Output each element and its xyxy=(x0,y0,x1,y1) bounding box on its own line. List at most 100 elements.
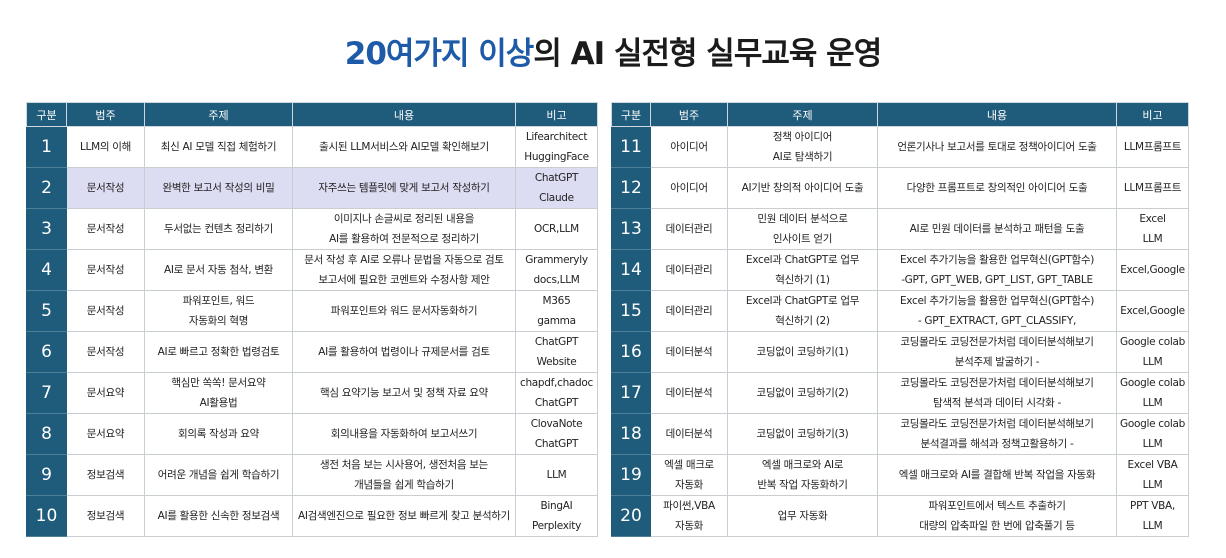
table-row: 6 문서작성 AI로 빠르고 정확한 법령검토 AI를 활용하여 법령이나 규제문서를… xyxy=(26,331,598,373)
cell-category: 문서요약 xyxy=(66,413,145,455)
cell-no: 11 xyxy=(611,126,651,168)
header-note: 비고 xyxy=(515,102,598,127)
page-title: 20여가지 이상의 AI 실전형 실무교육 운영 xyxy=(0,28,1226,73)
cell-no: 18 xyxy=(611,413,651,455)
table-row: 17 데이터분석 코딩없이 코딩하기(2) 코딩몰라도 코딩전문가처럼 데이터분석해보… xyxy=(611,372,1189,414)
header-topic: 주제 xyxy=(144,102,293,127)
cell-no: 16 xyxy=(611,331,651,373)
table-row: 1 LLM의 이해 최신 AI 모델 직접 체험하기 출시된 LLM서비스와 AI모델… xyxy=(26,126,598,168)
cell-content: 핵심 요약기능 보고서 및 정책 자료 요약 xyxy=(292,372,516,414)
table-row: 20 파이썬,VBA 자동화 업무 자동화 파워포인트에서 텍스트 추출하기 대량의 … xyxy=(611,495,1189,537)
cell-no: 6 xyxy=(26,331,67,373)
cell-category: 데이터분석 xyxy=(650,413,728,455)
cell-topic: 코딩없이 코딩하기(2) xyxy=(727,372,878,414)
cell-category: 문서작성 xyxy=(66,208,145,250)
cell-category: 정보검색 xyxy=(66,454,145,496)
cell-note: Excel,Google xyxy=(1116,249,1189,291)
cell-topic: 엑셀 매크로와 AI로 반복 작업 자동화하기 xyxy=(727,454,878,496)
cell-category: 정보검색 xyxy=(66,495,145,537)
cell-note: Excel LLM xyxy=(1116,208,1189,250)
cell-category: 엑셀 매크로 자동화 xyxy=(650,454,728,496)
curriculum-table-right: 구분 범주 주제 내용 비고 11 아이디어 정책 아이디어 AI로 탐색하기 언론기… xyxy=(611,102,1189,537)
cell-no: 19 xyxy=(611,454,651,496)
table-body-right: 11 아이디어 정책 아이디어 AI로 탐색하기 언론기사나 보고서를 토대로 정책아… xyxy=(611,126,1189,537)
header-category: 범주 xyxy=(66,102,145,127)
cell-note: Excel,Google xyxy=(1116,290,1189,332)
cell-category: 문서작성 xyxy=(66,249,145,291)
cell-no: 20 xyxy=(611,495,651,537)
cell-content: 다양한 프롬프트로 창의적인 아이디어 도출 xyxy=(877,167,1117,209)
cell-category: 문서작성 xyxy=(66,167,145,209)
table-row: 5 문서작성 파워포인트, 워드 자동화의 혁명 파워포인트와 워드 문서자동화하기 M… xyxy=(26,290,598,332)
cell-content: AI를 활용하여 법령이나 규제문서를 검토 xyxy=(292,331,516,373)
cell-category: 문서작성 xyxy=(66,290,145,332)
cell-note: LLM프롬프트 xyxy=(1116,167,1189,209)
cell-note: ChatGPT Website xyxy=(515,331,598,373)
cell-content: 코딩몰라도 코딩전문가처럼 데이터분석해보기 분석주제 발굴하기 - xyxy=(877,331,1117,373)
cell-category: 데이터관리 xyxy=(650,208,728,250)
table-row: 9 정보검색 어려운 개념을 쉽게 학습하기 생전 처음 보는 시사용어, 생전처음 … xyxy=(26,454,598,496)
cell-content: 엑셀 매크로와 AI를 결합해 반복 작업을 자동화 xyxy=(877,454,1117,496)
cell-no: 14 xyxy=(611,249,651,291)
cell-note: LLM xyxy=(515,454,598,496)
cell-topic: Excel과 ChatGPT로 업무 혁신하기 (1) xyxy=(727,249,878,291)
table-row: 15 데이터관리 Excel과 ChatGPT로 업무 혁신하기 (2) Excel … xyxy=(611,290,1189,332)
cell-topic: 최신 AI 모델 직접 체험하기 xyxy=(144,126,293,168)
cell-content: 이미지나 손글씨로 정리된 내용을 AI를 활용하여 전문적으로 정리하기 xyxy=(292,208,516,250)
cell-topic: 파워포인트, 워드 자동화의 혁명 xyxy=(144,290,293,332)
cell-note: LLM프롬프트 xyxy=(1116,126,1189,168)
cell-note: Google colab LLM xyxy=(1116,331,1189,373)
cell-content: AI로 민원 데이터를 분석하고 패턴을 도출 xyxy=(877,208,1117,250)
cell-content: 파워포인트에서 텍스트 추출하기 대량의 압축파일 한 번에 압축풀기 등 xyxy=(877,495,1117,537)
table-row: 4 문서작성 AI로 문서 자동 첨삭, 변환 문서 작성 후 AI로 오류나 문법을… xyxy=(26,249,598,291)
cell-no: 9 xyxy=(26,454,67,496)
cell-note: ChatGPT Claude xyxy=(515,167,598,209)
cell-note: ClovaNote ChatGPT xyxy=(515,413,598,455)
table-row: 11 아이디어 정책 아이디어 AI로 탐색하기 언론기사나 보고서를 토대로 정책아… xyxy=(611,126,1189,168)
cell-content: 출시된 LLM서비스와 AI모델 확인해보기 xyxy=(292,126,516,168)
cell-category: 데이터관리 xyxy=(650,290,728,332)
cell-no: 4 xyxy=(26,249,67,291)
curriculum-table-left: 구분 범주 주제 내용 비고 1 LLM의 이해 최신 AI 모델 직접 체험하기 출… xyxy=(26,102,598,537)
cell-category: 파이썬,VBA 자동화 xyxy=(650,495,728,537)
cell-no: 1 xyxy=(26,126,67,168)
table-row: 3 문서작성 두서없는 컨텐츠 정리하기 이미지나 손글씨로 정리된 내용을 AI를 … xyxy=(26,208,598,250)
cell-content: 코딩몰라도 코딩전문가처럼 데이터분석해보기 분석결과를 해석과 정책고활용하기… xyxy=(877,413,1117,455)
cell-no: 8 xyxy=(26,413,67,455)
cell-content: 생전 처음 보는 시사용어, 생전처음 보는 개념들을 쉽게 학습하기 xyxy=(292,454,516,496)
cell-topic: 회의록 작성과 요약 xyxy=(144,413,293,455)
cell-topic: AI를 활용한 신속한 정보검색 xyxy=(144,495,293,537)
cell-topic: 완벽한 보고서 작성의 비밀 xyxy=(144,167,293,209)
cell-note: Google colab LLM xyxy=(1116,413,1189,455)
cell-topic: 핵심만 쏙쏙! 문서요약 AI활용법 xyxy=(144,372,293,414)
table-row: 2 문서작성 완벽한 보고서 작성의 비밀 자주쓰는 템플릿에 맞게 보고서 작성하기… xyxy=(26,167,598,209)
cell-content: 파워포인트와 워드 문서자동화하기 xyxy=(292,290,516,332)
cell-category: 데이터분석 xyxy=(650,331,728,373)
cell-content: 문서 작성 후 AI로 오류나 문법을 자동으로 검토 보고서에 필요한 코멘트… xyxy=(292,249,516,291)
header-content: 내용 xyxy=(877,102,1117,127)
cell-no: 7 xyxy=(26,372,67,414)
cell-content: Excel 추가기능을 활용한 업무혁신(GPT함수) -GPT, GPT_WE… xyxy=(877,249,1117,291)
cell-content: 코딩몰라도 코딩전문가처럼 데이터분석해보기 탐색적 분석과 데이터 시각화 - xyxy=(877,372,1117,414)
cell-category: 문서요약 xyxy=(66,372,145,414)
cell-no: 13 xyxy=(611,208,651,250)
cell-topic: 어려운 개념을 쉽게 학습하기 xyxy=(144,454,293,496)
table-row: 14 데이터관리 Excel과 ChatGPT로 업무 혁신하기 (1) Excel … xyxy=(611,249,1189,291)
table-body-left: 1 LLM의 이해 최신 AI 모델 직접 체험하기 출시된 LLM서비스와 AI모델… xyxy=(26,126,598,537)
cell-note: Excel VBA LLM xyxy=(1116,454,1189,496)
cell-note: M365 gamma xyxy=(515,290,598,332)
cell-note: Lifearchitect HuggingFace xyxy=(515,126,598,168)
cell-topic: 코딩없이 코딩하기(3) xyxy=(727,413,878,455)
cell-note: BingAI Perplexity xyxy=(515,495,598,537)
cell-topic: 업무 자동화 xyxy=(727,495,878,537)
header-note: 비고 xyxy=(1116,102,1189,127)
cell-no: 12 xyxy=(611,167,651,209)
cell-topic: 민원 데이터 분석으로 인사이트 얻기 xyxy=(727,208,878,250)
cell-content: AI검색엔진으로 필요한 정보 빠르게 찾고 분석하기 xyxy=(292,495,516,537)
header-no: 구분 xyxy=(26,102,67,127)
table-header-row: 구분 범주 주제 내용 비고 xyxy=(611,102,1189,127)
cell-topic: 정책 아이디어 AI로 탐색하기 xyxy=(727,126,878,168)
cell-content: 회의내용을 자동화하여 보고서쓰기 xyxy=(292,413,516,455)
cell-category: 아이디어 xyxy=(650,167,728,209)
cell-category: 데이터관리 xyxy=(650,249,728,291)
